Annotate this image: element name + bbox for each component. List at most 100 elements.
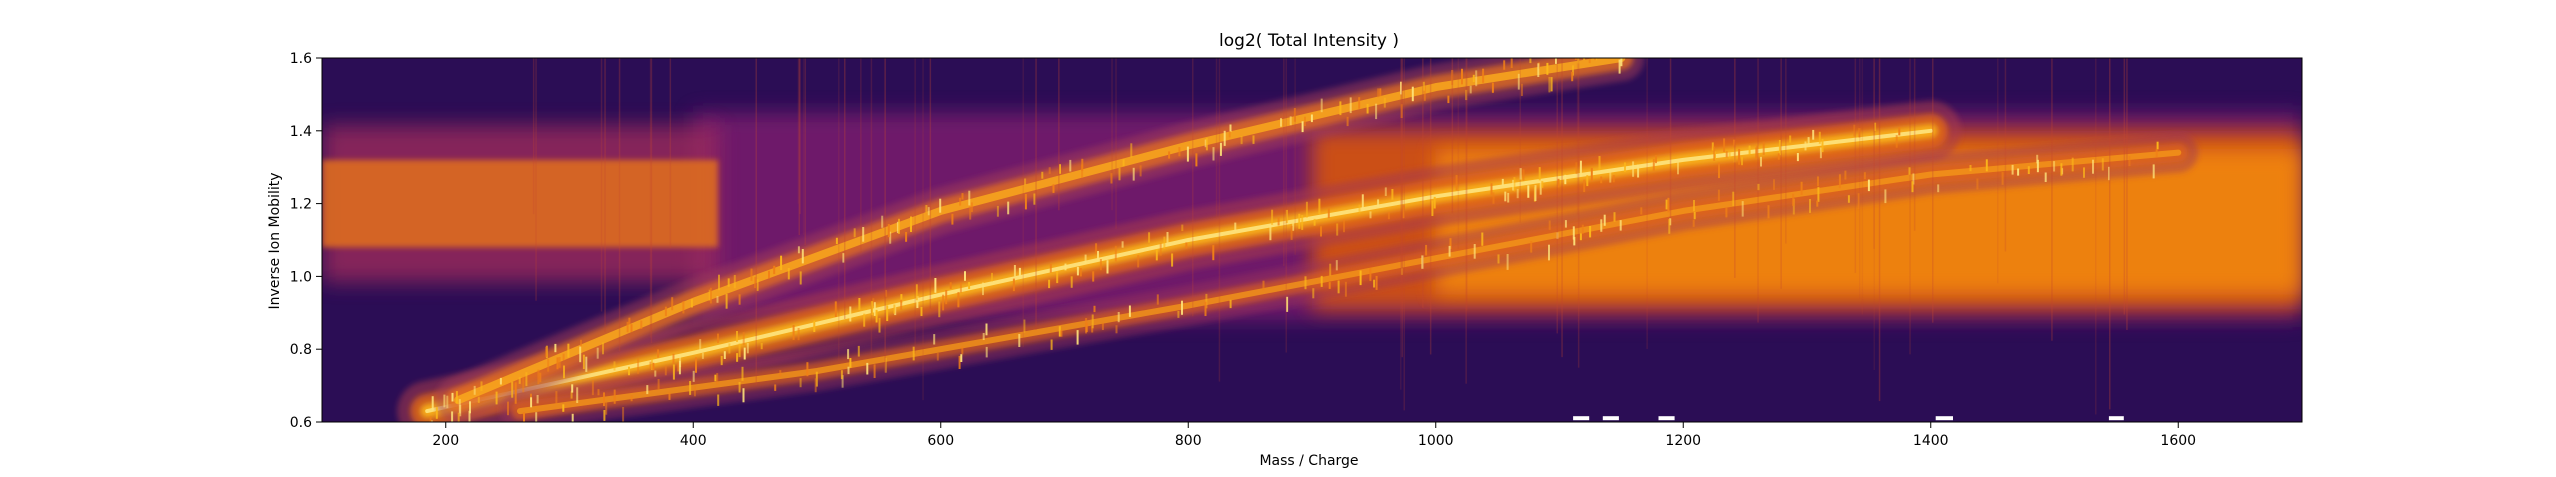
- peak-speck: [797, 246, 800, 254]
- peak-speck: [1433, 196, 1436, 209]
- peak-speck: [1252, 135, 1255, 144]
- peak-speck: [1320, 275, 1323, 287]
- peak-speck: [1425, 244, 1428, 256]
- peak-speck: [1373, 279, 1376, 288]
- peak-speck: [1091, 326, 1094, 333]
- vertical-streak: [799, 58, 801, 215]
- peak-speck: [1603, 214, 1606, 226]
- peak-speck: [1301, 215, 1304, 230]
- plot-area: [322, 58, 2302, 422]
- peak-speck: [754, 277, 757, 288]
- peak-speck: [1589, 226, 1592, 238]
- vertical-streak: [1785, 58, 1787, 244]
- peak-speck: [1738, 148, 1741, 165]
- peak-speck: [602, 342, 604, 355]
- peak-speck: [936, 352, 939, 361]
- x-axis: 200 400 600 800 1000 1200 1400 1600: [432, 422, 2196, 449]
- x-tick-label: 200: [432, 433, 459, 449]
- vertical-streak: [1401, 58, 1403, 358]
- peak-speck: [1572, 226, 1575, 240]
- peak-speck: [1760, 156, 1762, 167]
- y-tick-label: 0.6: [290, 415, 312, 431]
- peak-speck: [1620, 58, 1623, 67]
- peak-speck: [628, 317, 631, 325]
- plot-frame: [321, 57, 2303, 423]
- vertical-streak: [669, 58, 672, 248]
- vertical-streak: [1457, 58, 1460, 250]
- peak-speck: [514, 389, 517, 404]
- peak-speck: [1757, 183, 1760, 191]
- peak-speck: [1344, 281, 1347, 297]
- peak-speck: [1501, 178, 1504, 187]
- vertical-streak: [870, 58, 873, 359]
- peak-speck: [1520, 83, 1523, 96]
- peak-speck: [2083, 167, 2085, 178]
- peak-speck: [1052, 184, 1055, 193]
- peak-speck: [1748, 145, 1751, 155]
- peak-speck: [982, 282, 984, 296]
- peak-speck: [799, 271, 802, 285]
- peak-speck: [896, 221, 899, 234]
- peak-speck: [1369, 268, 1372, 281]
- peak-speck: [2092, 159, 2094, 174]
- peak-speck: [657, 379, 660, 390]
- vertical-streak: [618, 58, 621, 352]
- peak-speck: [961, 193, 964, 200]
- y-axis: 0.6 0.8 1.0 1.2 1.4 1.6: [290, 51, 322, 431]
- vertical-streak: [1646, 58, 1648, 349]
- peak-speck: [1812, 129, 1815, 140]
- peak-speck: [1093, 305, 1096, 313]
- peak-speck: [1858, 128, 1861, 138]
- peak-speck: [1492, 192, 1495, 204]
- vertical-streak: [604, 58, 606, 333]
- peak-speck: [866, 362, 869, 375]
- peak-speck: [678, 360, 681, 375]
- peak-speck: [547, 359, 550, 372]
- peak-speck: [556, 357, 559, 370]
- left-band-core: [322, 159, 718, 248]
- peak-speck: [1377, 199, 1380, 208]
- peak-speck: [942, 294, 945, 311]
- peak-speck: [1387, 212, 1390, 220]
- peak-speck: [1024, 178, 1027, 186]
- peak-speck: [1421, 255, 1424, 269]
- peak-speck: [815, 371, 818, 387]
- peak-speck: [738, 294, 741, 305]
- peak-speck: [1581, 224, 1584, 234]
- peak-speck: [746, 342, 749, 354]
- peak-speck: [1548, 220, 1551, 230]
- peak-speck: [945, 290, 948, 305]
- peak-speck: [1598, 156, 1601, 171]
- peak-speck: [1286, 296, 1289, 312]
- peak-speck: [1219, 142, 1222, 156]
- peak-speck: [2017, 168, 2020, 176]
- peak-speck: [738, 382, 741, 393]
- peak-speck: [1579, 233, 1582, 241]
- peak-speck: [1575, 162, 1578, 174]
- peak-speck: [1076, 266, 1079, 276]
- peak-speck: [591, 380, 594, 396]
- peak-speck: [1064, 263, 1067, 271]
- peak-speck: [530, 393, 532, 400]
- peak-speck: [2071, 157, 2074, 172]
- y-tick-label: 1.0: [290, 269, 312, 285]
- peak-speck: [1079, 268, 1082, 277]
- x-tick-label: 1200: [1665, 433, 1701, 449]
- peak-speck: [1048, 167, 1051, 174]
- peak-speck: [1228, 131, 1231, 138]
- peak-speck: [522, 376, 525, 393]
- peak-speck: [1497, 254, 1500, 264]
- peak-speck: [720, 355, 723, 366]
- peak-speck: [1148, 232, 1151, 243]
- peak-speck: [716, 296, 719, 303]
- vertical-streak: [1218, 58, 1221, 382]
- vertical-streak: [1873, 58, 1875, 371]
- peak-speck: [853, 228, 856, 238]
- peak-speck: [446, 395, 449, 409]
- vertical-streak: [884, 58, 886, 373]
- peak-speck: [916, 296, 919, 308]
- peak-speck: [1600, 219, 1603, 232]
- peak-speck: [649, 361, 652, 370]
- peak-speck: [1329, 263, 1332, 276]
